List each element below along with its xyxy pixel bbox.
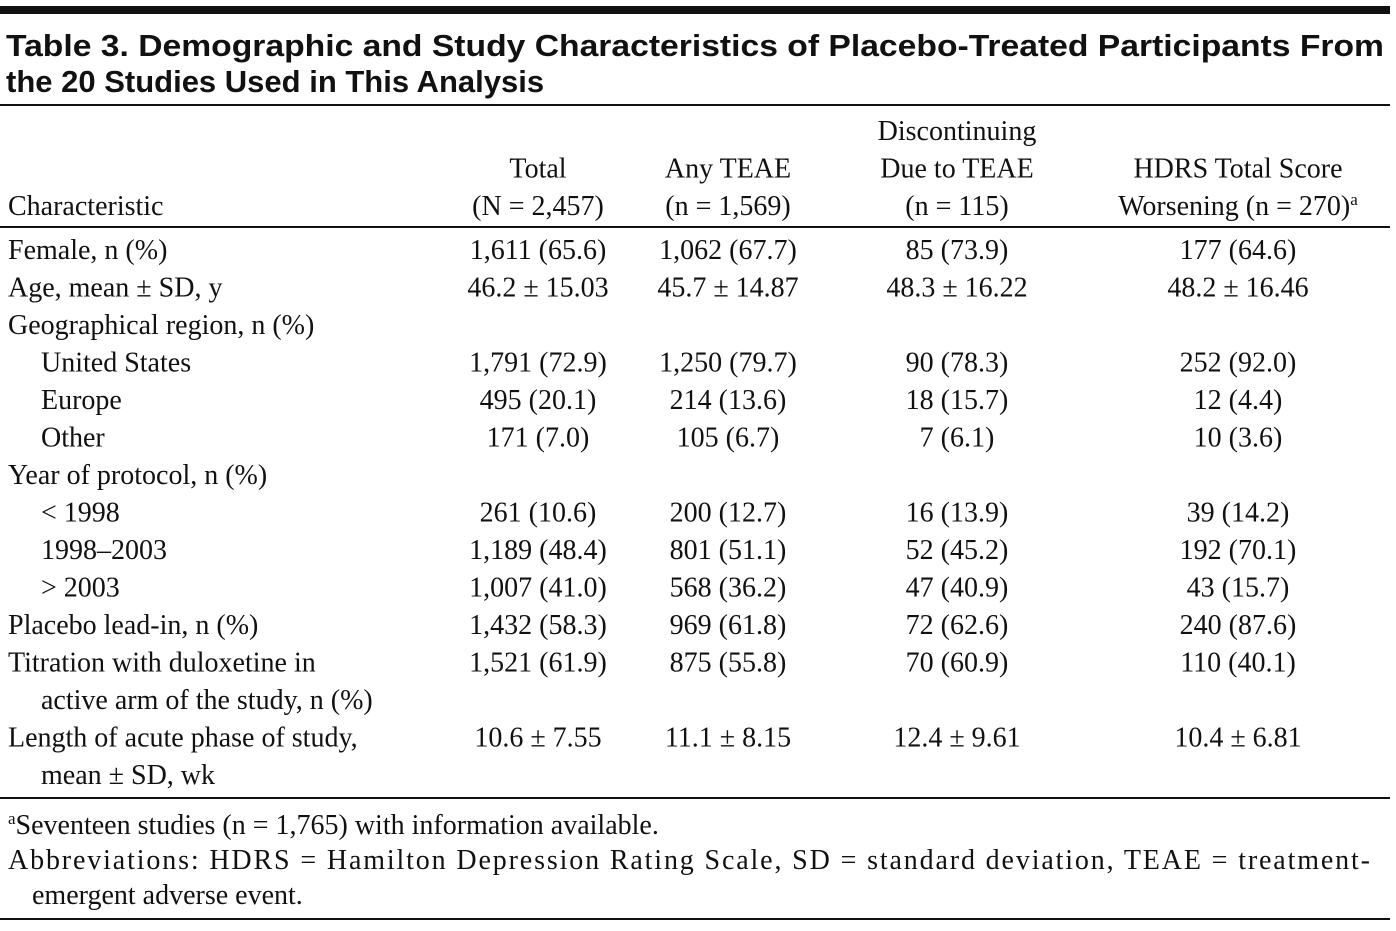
cell: 261 (10.6) (480, 498, 597, 529)
cell: 969 (61.8) (670, 610, 787, 641)
cell: 18 (15.7) (906, 385, 1009, 416)
cell: 214 (13.6) (670, 385, 787, 416)
cell: 16 (13.9) (906, 498, 1009, 529)
row-label: Length of acute phase of study, (8, 723, 358, 754)
footnote-text: Abbreviations: HDRS = Hamilton Depressio… (8, 845, 1370, 876)
cell: 192 (70.1) (1180, 535, 1297, 566)
cell: 801 (51.1) (670, 535, 787, 566)
row-label: United States (41, 348, 191, 379)
cell: 1,611 (65.6) (470, 235, 607, 266)
row-label: Titration with duloxetine in (8, 648, 316, 679)
cell: 240 (87.6) (1180, 610, 1297, 641)
column-header: (N = 2,457) (472, 191, 604, 222)
column-header: (n = 1,569) (665, 191, 790, 222)
column-header: Worsening (n = 270)a (1118, 190, 1358, 222)
column-header-text: Total (509, 154, 566, 185)
row-label: mean ± SD, wk (41, 760, 215, 791)
footnote: emergent adverse event. (32, 880, 303, 911)
cell: 10 (3.6) (1194, 423, 1283, 454)
cell: 1,791 (72.9) (469, 348, 607, 379)
cell: 70 (60.9) (906, 648, 1009, 679)
footnote: Abbreviations: HDRS = Hamilton Depressio… (8, 845, 1370, 876)
footnote-text: Seventeen studies (n = 1,765) with infor… (16, 810, 659, 841)
column-header-text: Any TEAE (665, 154, 791, 185)
cell: 1,521 (61.9) (469, 648, 607, 679)
row-label: Geographical region, n (%) (8, 310, 314, 341)
cell: 12 (4.4) (1194, 385, 1283, 416)
column-header-text: (N = 2,457) (472, 191, 604, 222)
header-label: Characteristic (8, 191, 163, 222)
cell: 11.1 ± 8.15 (665, 723, 791, 754)
cell: 7 (6.1) (920, 423, 995, 454)
cell: 171 (7.0) (487, 423, 590, 454)
cell: 43 (15.7) (1187, 573, 1290, 604)
cell: 105 (6.7) (677, 423, 780, 454)
column-header: (n = 115) (905, 191, 1008, 222)
cell: 1,062 (67.7) (659, 235, 797, 266)
footnote: aSeventeen studies (n = 1,765) with info… (8, 809, 659, 841)
footnote-text: emergent adverse event. (32, 880, 303, 911)
column-header-text: HDRS Total Score (1133, 154, 1342, 185)
cell: 46.2 ± 15.03 (467, 273, 608, 304)
cell: 85 (73.9) (906, 235, 1009, 266)
column-header-text: Discontinuing (878, 116, 1037, 147)
row-label: Year of protocol, n (%) (8, 460, 267, 491)
cell: 495 (20.1) (480, 385, 597, 416)
cell: 45.7 ± 14.87 (657, 273, 798, 304)
cell: 47 (40.9) (906, 573, 1009, 604)
column-header-text: Worsening (n = 270) (1118, 191, 1350, 222)
body-rule (0, 797, 1390, 799)
cell: 110 (40.1) (1180, 648, 1296, 679)
row-label: Age, mean ± SD, y (8, 273, 222, 304)
row-label: 1998–2003 (41, 535, 167, 566)
cell: 1,250 (79.7) (659, 348, 797, 379)
cell: 875 (55.8) (670, 648, 787, 679)
cell: 200 (12.7) (670, 498, 787, 529)
column-header: Discontinuing (878, 116, 1037, 147)
row-label: active arm of the study, n (%) (41, 685, 373, 716)
column-header-text: Due to TEAE (880, 154, 1033, 185)
cell: 39 (14.2) (1187, 498, 1290, 529)
cell: 48.3 ± 16.22 (886, 273, 1027, 304)
cell: 1,007 (41.0) (469, 573, 607, 604)
cell: 177 (64.6) (1180, 235, 1297, 266)
cell: 48.2 ± 16.46 (1167, 273, 1308, 304)
cell: 252 (92.0) (1180, 348, 1297, 379)
cell: 90 (78.3) (906, 348, 1009, 379)
column-header-text: (n = 115) (905, 191, 1008, 222)
cell: 1,432 (58.3) (469, 610, 607, 641)
column-header: Due to TEAE (880, 154, 1033, 185)
column-header: Any TEAE (665, 154, 791, 185)
row-label: < 1998 (41, 498, 120, 529)
column-header: HDRS Total Score (1133, 154, 1342, 185)
row-label: Placebo lead-in, n (%) (8, 610, 258, 641)
table-title: Table 3. Demographic and Study Character… (6, 28, 1384, 63)
footnote-mark: a (1350, 190, 1358, 209)
header-rule (0, 226, 1390, 228)
top-rule (0, 6, 1390, 14)
row-label: Other (41, 423, 105, 454)
cell: 72 (62.6) (906, 610, 1009, 641)
cell: 12.4 ± 9.61 (893, 723, 1020, 754)
cell: 52 (45.2) (906, 535, 1009, 566)
row-label: > 2003 (41, 573, 120, 604)
table-title: the 20 Studies Used in This Analysis (6, 64, 544, 99)
footnote-mark: a (8, 809, 16, 828)
cell: 1,189 (48.4) (469, 535, 607, 566)
cell: 568 (36.2) (670, 573, 787, 604)
cell: 10.6 ± 7.55 (474, 723, 601, 754)
row-label: Europe (41, 385, 122, 416)
title-rule (0, 104, 1390, 106)
column-header-text: (n = 1,569) (665, 191, 790, 222)
column-header: Total (509, 154, 566, 185)
bottom-rule (0, 918, 1390, 920)
row-label: Female, n (%) (8, 235, 167, 266)
cell: 10.4 ± 6.81 (1174, 723, 1301, 754)
